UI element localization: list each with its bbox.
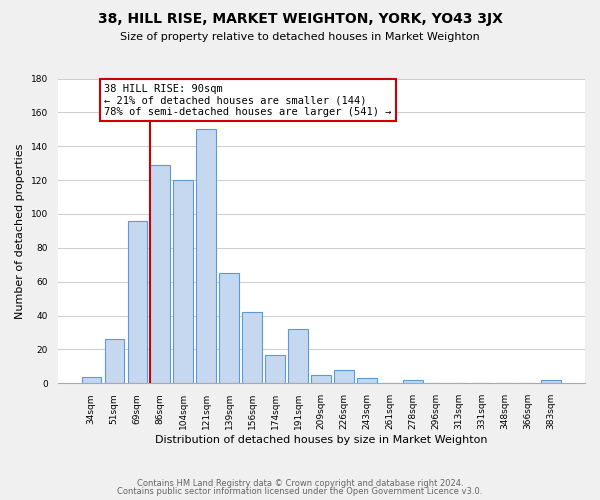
Bar [541, 380, 561, 384]
Bar [403, 380, 423, 384]
Bar [196, 130, 216, 384]
Bar [104, 340, 124, 384]
Bar [242, 312, 262, 384]
Text: Contains HM Land Registry data © Crown copyright and database right 2024.: Contains HM Land Registry data © Crown c… [137, 478, 463, 488]
Text: Size of property relative to detached houses in Market Weighton: Size of property relative to detached ho… [120, 32, 480, 42]
Bar [265, 354, 285, 384]
Text: Contains public sector information licensed under the Open Government Licence v3: Contains public sector information licen… [118, 487, 482, 496]
Bar [220, 274, 239, 384]
X-axis label: Distribution of detached houses by size in Market Weighton: Distribution of detached houses by size … [155, 435, 488, 445]
Bar [289, 329, 308, 384]
Bar [128, 221, 147, 384]
Text: 38 HILL RISE: 90sqm
← 21% of detached houses are smaller (144)
78% of semi-detac: 38 HILL RISE: 90sqm ← 21% of detached ho… [104, 84, 391, 117]
Bar [82, 376, 101, 384]
Y-axis label: Number of detached properties: Number of detached properties [15, 143, 25, 318]
Bar [311, 375, 331, 384]
Bar [334, 370, 354, 384]
Bar [358, 378, 377, 384]
Bar [173, 180, 193, 384]
Bar [151, 165, 170, 384]
Text: 38, HILL RISE, MARKET WEIGHTON, YORK, YO43 3JX: 38, HILL RISE, MARKET WEIGHTON, YORK, YO… [98, 12, 502, 26]
